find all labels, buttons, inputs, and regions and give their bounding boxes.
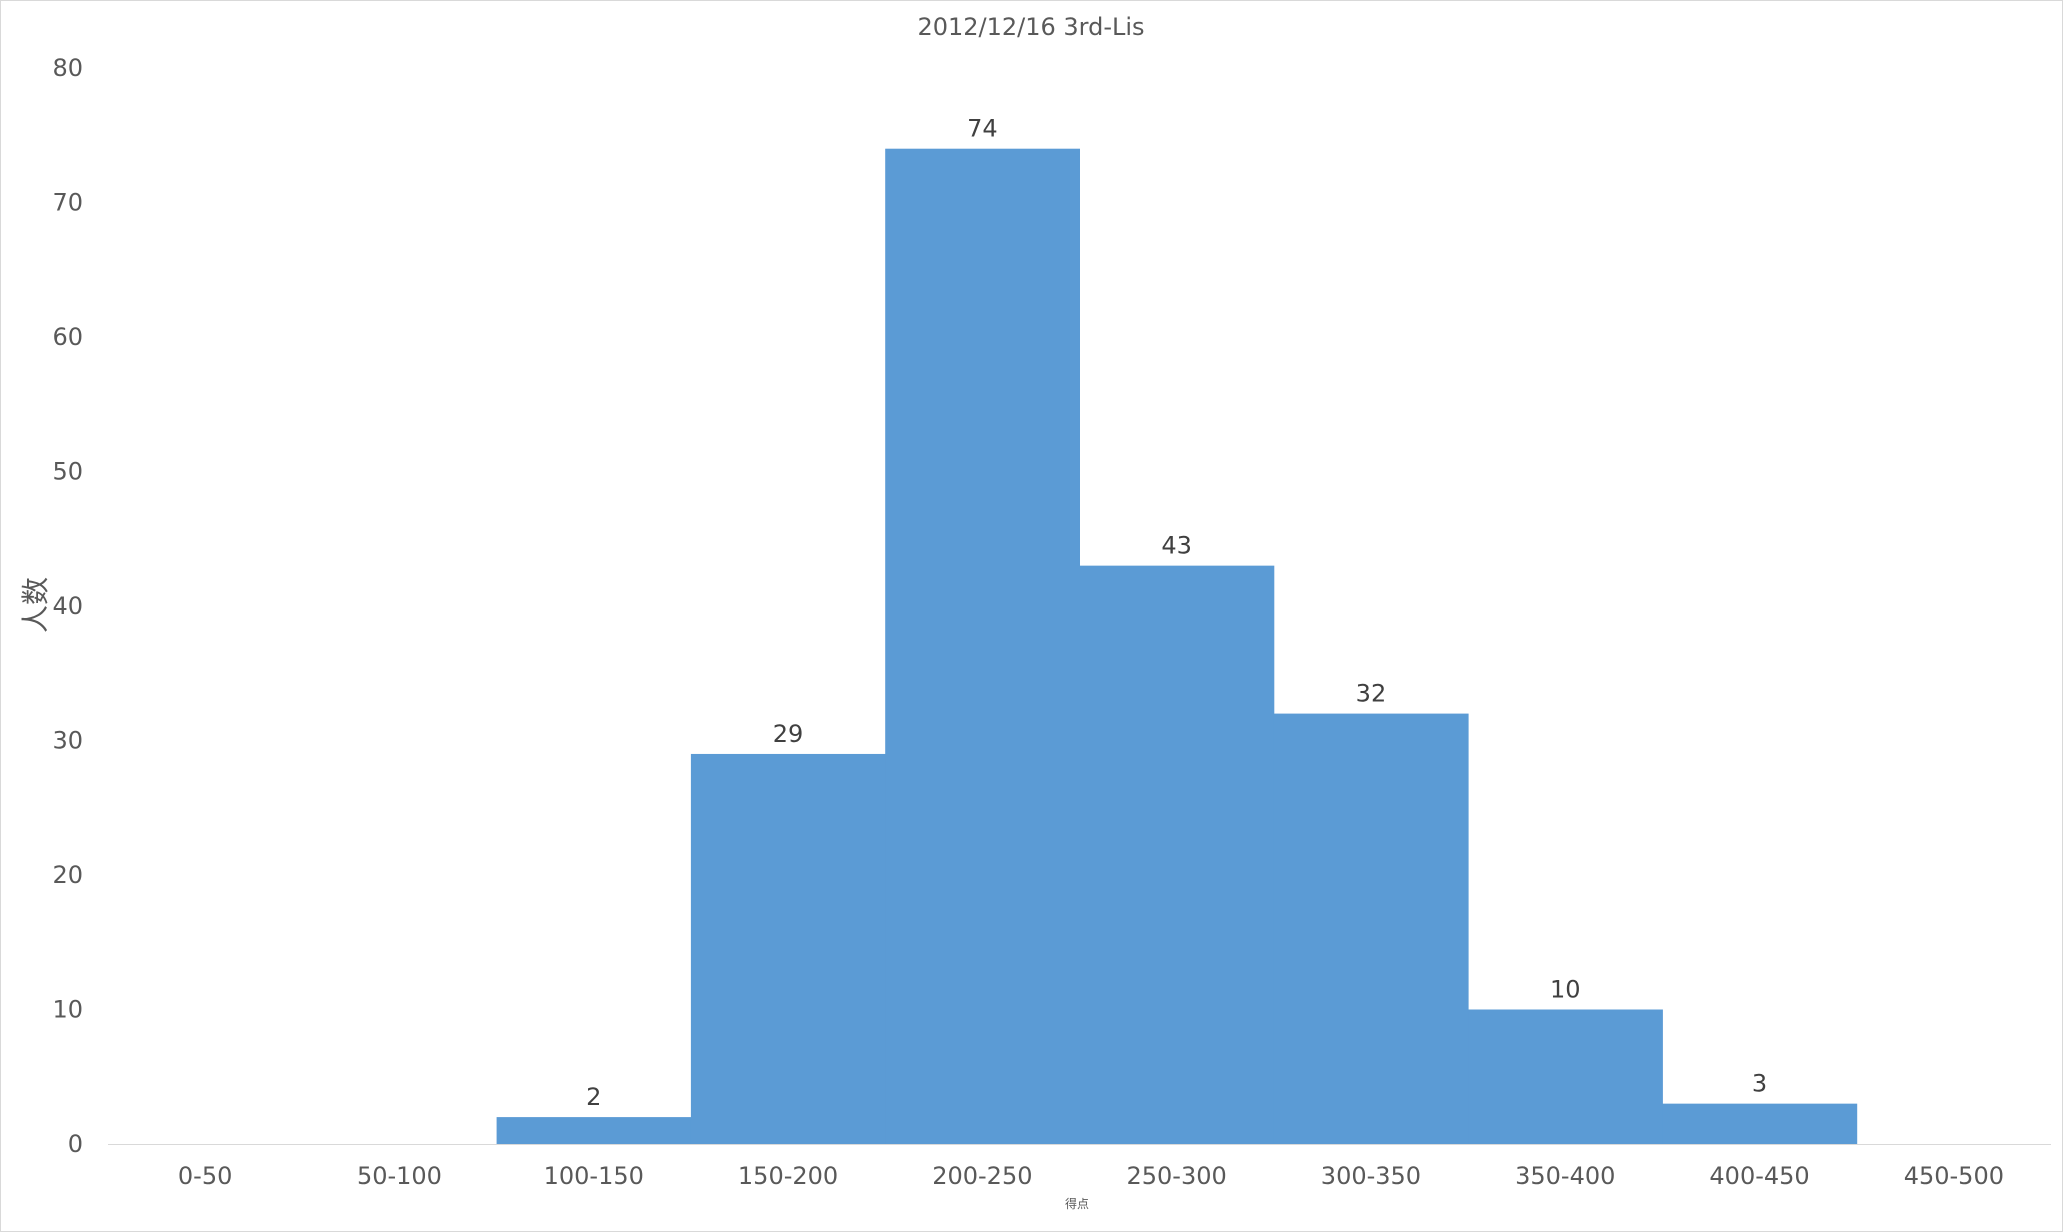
data-label: 10 <box>1550 976 1581 1004</box>
data-label: 74 <box>967 115 998 143</box>
x-tick-label: 150-200 <box>738 1162 838 1190</box>
data-label: 3 <box>1752 1070 1767 1098</box>
y-ticks-group: 0 10 20 30 40 50 60 70 80 <box>52 54 83 1158</box>
x-axis-label: 得点 <box>1065 1196 1089 1211</box>
x-tick-label: 350-400 <box>1515 1162 1615 1190</box>
y-tick-label: 40 <box>52 592 83 620</box>
data-labels-group: 2 29 74 43 32 10 3 <box>586 115 1767 1111</box>
x-tick-label: 0-50 <box>178 1162 232 1190</box>
y-tick-label: 70 <box>52 189 83 217</box>
y-tick-label: 10 <box>52 996 83 1024</box>
x-tick-label: 100-150 <box>544 1162 644 1190</box>
data-label: 2 <box>586 1083 601 1111</box>
bar-150-200 <box>690 753 886 1144</box>
y-tick-label: 60 <box>52 323 83 351</box>
y-tick-label: 20 <box>52 861 83 889</box>
x-tick-label: 400-450 <box>1709 1162 1809 1190</box>
bar-400-450 <box>1662 1103 1858 1144</box>
y-tick-label: 50 <box>52 458 83 486</box>
x-tick-label: 250-300 <box>1127 1162 1227 1190</box>
x-tick-label: 300-350 <box>1321 1162 1421 1190</box>
x-tick-label: 200-250 <box>932 1162 1032 1190</box>
data-label: 43 <box>1161 532 1192 560</box>
y-axis-label: 人数 <box>19 577 52 633</box>
x-tick-label: 50-100 <box>357 1162 442 1190</box>
y-tick-label: 30 <box>52 727 83 755</box>
x-tick-label: 450-500 <box>1904 1162 2004 1190</box>
bar-350-400 <box>1468 1009 1663 1144</box>
data-label: 32 <box>1356 680 1387 708</box>
x-ticks-group: 0-50 50-100 100-150 150-200 200-250 250-300 30… <box>178 1162 2004 1190</box>
bar-100-150 <box>496 1117 692 1144</box>
bar-200-250 <box>885 148 1080 1144</box>
chart-title: 2012/12/16 3rd-Lis <box>917 13 1144 41</box>
y-tick-label: 80 <box>52 54 83 82</box>
bars-group <box>496 148 1858 1144</box>
bar-250-300 <box>1079 565 1275 1144</box>
y-tick-label: 0 <box>68 1130 83 1158</box>
data-label: 29 <box>773 720 804 748</box>
bar-300-350 <box>1273 713 1469 1144</box>
